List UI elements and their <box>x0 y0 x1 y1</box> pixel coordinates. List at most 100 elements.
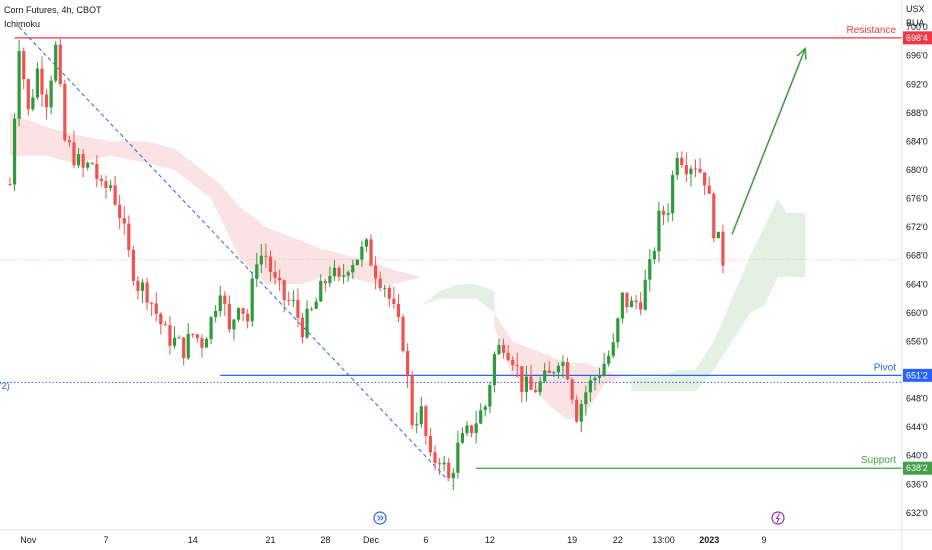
candle-body <box>483 406 487 411</box>
currency-label: USX <box>906 4 925 14</box>
candle-body <box>405 350 410 376</box>
candle-body <box>456 442 460 473</box>
time-tick-label: 19 <box>567 535 577 545</box>
candle-body <box>90 162 94 164</box>
currency-sublabel: BUA <box>906 18 925 28</box>
candle-body <box>145 282 149 303</box>
candle-body <box>259 255 263 265</box>
pivot-price-label: 651'2 <box>906 370 928 380</box>
candle-body <box>597 375 602 378</box>
time-tick-label: Dec <box>363 535 380 545</box>
candle-body <box>177 337 181 339</box>
candle-body <box>383 287 387 289</box>
candle-body <box>264 255 268 257</box>
candle-body <box>547 370 551 373</box>
time-tick-label: 2023 <box>699 535 719 545</box>
candle-body <box>72 142 76 166</box>
candle-body <box>579 404 583 422</box>
candle-body <box>227 303 231 330</box>
candle-body <box>721 231 725 266</box>
candle-body <box>296 299 300 318</box>
candle-body <box>652 251 656 260</box>
candle-body <box>419 406 423 425</box>
candle-body <box>300 317 305 338</box>
price-tick-label: 696'0 <box>906 51 928 61</box>
time-tick-label: 7 <box>103 535 108 545</box>
candle-body <box>415 424 419 426</box>
candle-body <box>689 168 693 175</box>
trendline-layer <box>18 26 450 482</box>
time-tick-label: 6 <box>423 535 428 545</box>
candle-body <box>488 385 492 407</box>
candle-body <box>684 165 688 175</box>
candle-body <box>561 362 565 366</box>
candle-body <box>278 277 282 281</box>
support-price-label: 638'2 <box>906 463 928 473</box>
candle-body <box>26 79 30 110</box>
candle-body <box>451 472 455 479</box>
candle-body <box>666 213 670 215</box>
candle-body <box>538 381 542 393</box>
candle-body <box>163 324 167 326</box>
candle-body <box>241 308 245 314</box>
pivot-name-label: Pivot <box>874 362 896 373</box>
price-tick-label: 644'0 <box>906 422 928 432</box>
candle-body <box>497 344 501 355</box>
candle-body <box>172 337 177 346</box>
candle-body <box>232 319 236 330</box>
price-tick-label: 676'0 <box>906 194 928 204</box>
candle-body <box>387 287 391 299</box>
candle-body <box>501 344 506 353</box>
key-levels <box>0 37 902 469</box>
candle-body <box>67 140 72 143</box>
price-tick-label: 632'0 <box>906 508 928 518</box>
candle-body <box>200 338 204 348</box>
candle-body <box>639 302 643 310</box>
lightning-icon[interactable] <box>771 511 785 525</box>
candle-body <box>104 181 108 188</box>
candle-body <box>364 239 369 247</box>
price-axis[interactable]: 700'0 696'0 692'0 688'0 684'0 680'0 676'0 672'0… <box>906 22 928 518</box>
candle-body <box>218 295 222 312</box>
time-tick-label: Nov <box>20 535 37 545</box>
candle-body <box>474 423 478 434</box>
candle-body <box>95 163 99 180</box>
candle-body <box>35 68 40 98</box>
candle-body <box>99 179 103 182</box>
candle-body <box>314 301 318 309</box>
price-tick-label: 672'0 <box>906 222 928 232</box>
candle-body <box>351 264 355 273</box>
candle-body <box>204 339 209 348</box>
price-tick-label: 688'0 <box>906 108 928 118</box>
candle-body <box>374 265 378 279</box>
candle-body <box>515 365 519 367</box>
price-tick-label: 648'0 <box>906 394 928 404</box>
candle-body <box>49 80 53 108</box>
candle-body <box>305 308 309 338</box>
goto-icon[interactable] <box>373 511 387 525</box>
candle-body <box>437 463 442 465</box>
candle-body <box>195 334 199 339</box>
candle-body <box>479 410 483 424</box>
candle-body <box>118 204 122 219</box>
candle-body <box>31 97 35 110</box>
candle-body <box>424 406 428 436</box>
candle-body <box>40 68 44 95</box>
candle-body <box>378 278 382 288</box>
price-tick-label: 692'0 <box>906 79 928 89</box>
candle-body <box>310 308 314 310</box>
candle-body <box>648 259 652 280</box>
time-axis[interactable]: Nov 7 14 21 28 Dec 6 12 19 22 13:00 2023 9 <box>20 535 766 545</box>
candle-body <box>716 231 720 239</box>
candle-body <box>543 370 547 382</box>
candle-body <box>625 292 629 308</box>
candle-body <box>433 452 437 464</box>
candle-body <box>282 280 286 300</box>
candle-body <box>602 363 606 376</box>
time-tick-label: 22 <box>613 535 623 545</box>
price-candles <box>8 38 725 491</box>
projection-arrow-layer <box>731 46 807 235</box>
candle-body <box>675 157 679 176</box>
candle-body <box>273 271 277 278</box>
